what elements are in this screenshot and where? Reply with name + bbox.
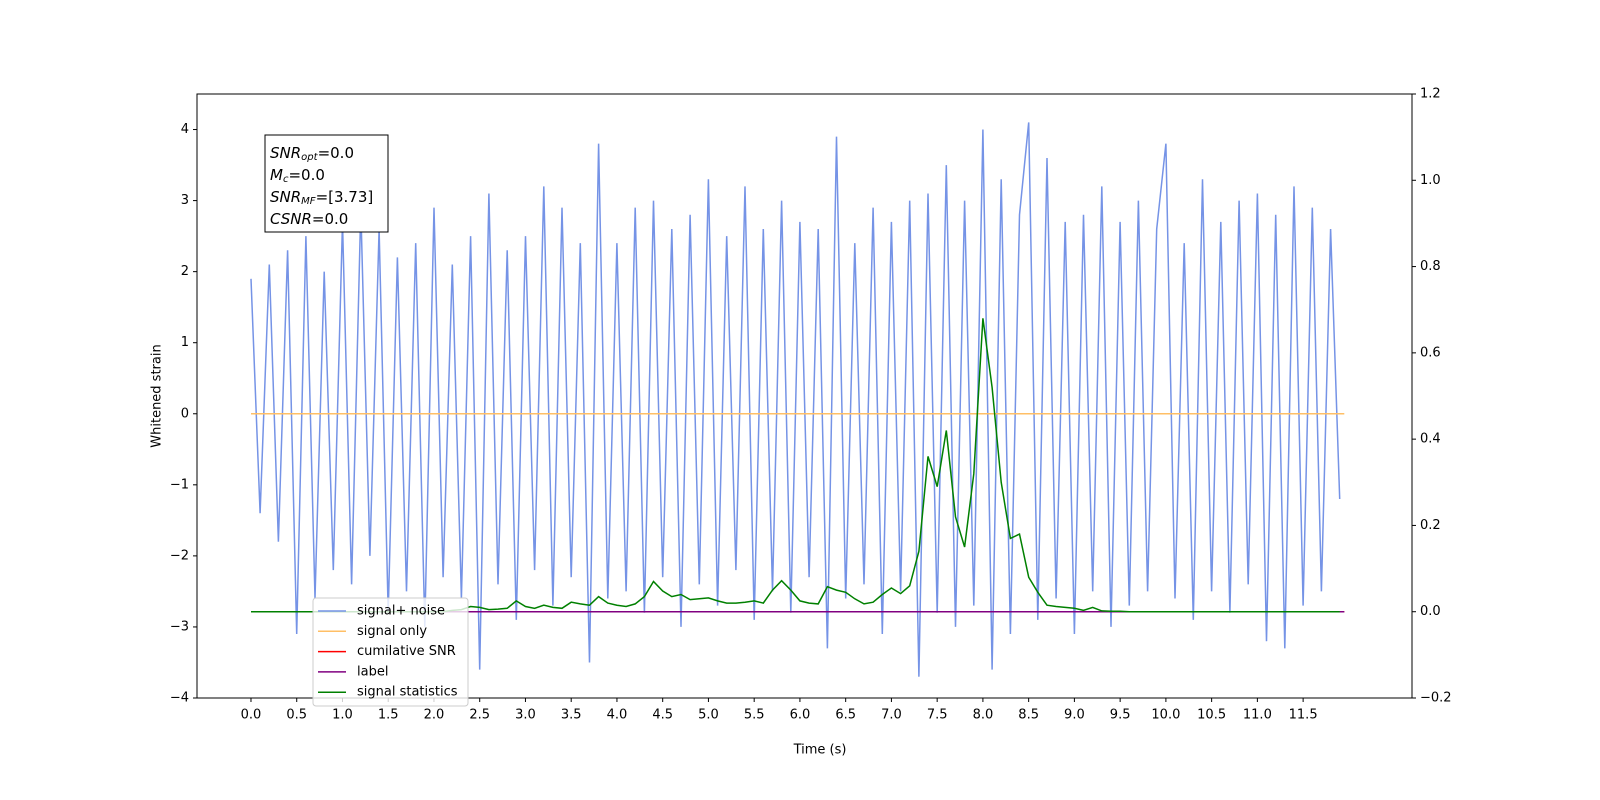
x-tick-label: 4.0 [607, 708, 628, 723]
x-tick-label: 1.5 [378, 708, 399, 723]
y-tick-label: −2 [170, 548, 189, 563]
y-axis-label: Whitened strain [150, 344, 165, 447]
y-tick-label: 1 [181, 335, 189, 350]
stats-subscript: MF [301, 196, 316, 207]
y2-tick-label: 0.0 [1420, 604, 1441, 619]
stats-line: CSNR=0.0 [270, 210, 348, 228]
x-tick-label: 0.0 [241, 708, 262, 723]
x-tick-label: 8.0 [973, 708, 994, 723]
x-tick-label: 11.5 [1289, 708, 1318, 723]
x-tick-label: 9.0 [1064, 708, 1085, 723]
stats-box-frame [264, 134, 389, 233]
x-tick-label: 2.0 [424, 708, 445, 723]
y2-tick-label: 0.4 [1420, 432, 1441, 447]
y-tick-label: 3 [181, 193, 189, 208]
stats-line: SNRopt=0.0 [270, 144, 354, 164]
stats-symbol: CSNR [270, 210, 312, 228]
legend: signal+ noise signal only cumilative SNR la… [312, 597, 469, 707]
legend-frame [312, 597, 469, 707]
y2-tick-label: 0.6 [1420, 345, 1441, 360]
stats-value: =0.0 [312, 210, 348, 228]
legend-label: label [357, 664, 388, 679]
stats-line: SNRMF=[3.73] [270, 188, 373, 208]
x-tick-label: 5.0 [698, 708, 719, 723]
y2-tick-label: 0.8 [1420, 259, 1441, 274]
x-tick-label: 1.0 [332, 708, 353, 723]
stats-subscript: opt [301, 152, 318, 163]
stats-symbol: M [270, 166, 283, 184]
y2-tick-label: 1.0 [1420, 173, 1441, 188]
x-tick-label: 4.5 [652, 708, 673, 723]
stats-value: =0.0 [288, 166, 324, 184]
x-tick-label: 5.5 [744, 708, 765, 723]
x-tick-label: 3.0 [515, 708, 536, 723]
legend-label: signal statistics [357, 685, 458, 700]
y2-tick-label: 0.2 [1420, 518, 1441, 533]
x-tick-label: 6.0 [790, 708, 811, 723]
stats-symbol: SNR [270, 144, 301, 162]
x-tick-label: 0.5 [286, 708, 307, 723]
x-tick-label: 3.5 [561, 708, 582, 723]
x-tick-label: 6.5 [835, 708, 856, 723]
x-tick-label: 2.5 [469, 708, 490, 723]
x-tick-label: 9.5 [1110, 708, 1131, 723]
y2-tick-label: −0.2 [1420, 691, 1452, 706]
x-tick-label: 8.5 [1018, 708, 1039, 723]
stats-value: =[3.73] [316, 188, 374, 206]
x-tick-label: 10.5 [1197, 708, 1226, 723]
y-tick-label: 2 [181, 264, 189, 279]
stats-line: Mc=0.0 [270, 166, 325, 186]
legend-label: cumilative SNR [357, 644, 456, 659]
y-tick-label: −3 [170, 619, 189, 634]
legend-label: signal+ noise [357, 604, 445, 619]
x-tick-label: 11.0 [1243, 708, 1272, 723]
x-tick-label: 10.0 [1151, 708, 1180, 723]
y-tick-label: −4 [170, 691, 189, 706]
plot-frame [196, 93, 1413, 699]
x-tick-label: 7.5 [927, 708, 948, 723]
x-axis-label: Time (s) [793, 743, 847, 758]
y-tick-label: 4 [181, 122, 189, 137]
legend-label: signal only [357, 624, 427, 639]
y-tick-label: 0 [181, 406, 189, 421]
series-line [250, 122, 1341, 677]
y-tick-label: −1 [170, 477, 189, 492]
stats-subscript: c [283, 174, 289, 185]
y2-tick-label: 1.2 [1420, 87, 1441, 102]
stats-symbol: SNR [270, 188, 301, 206]
stats-value: =0.0 [318, 144, 354, 162]
x-tick-label: 7.0 [881, 708, 902, 723]
